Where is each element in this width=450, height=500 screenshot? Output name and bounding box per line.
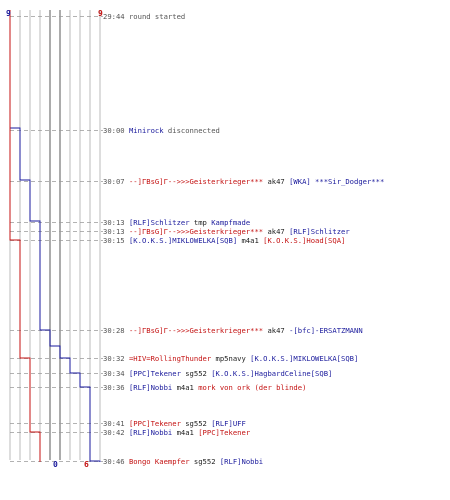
event-text: m4a1 — [172, 428, 199, 437]
red-start-count: 9 — [98, 9, 103, 18]
player-name: [RLF]Schlitzer — [289, 227, 350, 236]
player-name: [RLF]UFF — [211, 419, 246, 428]
event-time: 30:13 — [103, 227, 125, 236]
event-row: 30:32 =HIV=RollingThunder mp5navy [K.O.K… — [103, 354, 358, 364]
player-name: [RLF]Nobbi — [128, 383, 173, 392]
player-name: [K.O.K.S.]MIKLOWELKA[SQB] — [250, 354, 359, 363]
event-text: ak47 — [263, 177, 290, 186]
event-time: 30:13 — [103, 218, 125, 227]
event-row: 30:00 Minirock disconnected — [103, 126, 220, 136]
player-name: [WKA] ***Sir_Dodger*** — [289, 177, 385, 186]
event-row: 30:42 [RLF]Nobbi m4a1 [PPC]Tekener — [103, 428, 250, 438]
event-row: 29:44 round started — [103, 12, 185, 22]
player-name: -[bfc]-ERSATZMANN — [289, 326, 363, 335]
event-text: sg552 — [180, 369, 212, 378]
player-name: --]ΓBsG]Γ-->>>Geisterkrieger*** — [128, 177, 264, 186]
blue-start-count: 9 — [6, 9, 11, 18]
red-team-line — [9, 10, 41, 462]
event-time: 30:34 — [103, 369, 125, 378]
event-row: 30:41 [PPC]Tekener sg552 [RLF]UFF — [103, 419, 246, 429]
player-name: [RLF]Nobbi — [219, 457, 264, 466]
player-name: [RLF]Nobbi — [128, 428, 173, 437]
blue-team-line — [9, 10, 101, 462]
event-time: 30:42 — [103, 428, 125, 437]
event-time: 30:00 — [103, 126, 125, 135]
event-text: m4a1 — [172, 383, 199, 392]
event-time: 30:46 — [103, 457, 125, 466]
player-name: --]ΓBsG]Γ-->>>Geisterkrieger*** — [128, 326, 264, 335]
event-time: 30:41 — [103, 419, 125, 428]
event-text: ak47 — [263, 326, 290, 335]
event-row: 30:28 --]ΓBsG]Γ-->>>Geisterkrieger*** ak… — [103, 326, 363, 336]
event-text: tmp — [189, 218, 212, 227]
player-name: [PPC]Tekener — [128, 419, 181, 428]
player-name: Kampfmade — [211, 218, 251, 227]
event-row: 30:07 --]ΓBsG]Γ-->>>Geisterkrieger*** ak… — [103, 177, 384, 187]
event-time: 29:44 — [103, 12, 125, 21]
player-name: Bongo Kaempfer — [128, 457, 190, 466]
event-row: 30:15 [K.O.K.S.]MIKLOWELKA[SQB] m4a1 [K.… — [103, 236, 345, 246]
event-text: round started — [124, 12, 186, 21]
event-row: 30:34 [PPC]Tekener sg552 [K.O.K.S.]Hagba… — [103, 369, 332, 379]
player-name: --]ΓBsG]Γ-->>>Geisterkrieger*** — [128, 227, 264, 236]
red-end-count: 6 — [84, 460, 89, 469]
player-name: [PPC]Tekener — [128, 369, 181, 378]
event-row: 30:46 Bongo Kaempfer sg552 [RLF]Nobbi — [103, 457, 263, 467]
event-text: disconnected — [163, 126, 220, 135]
event-time: 30:28 — [103, 326, 125, 335]
event-text: mp5navy — [211, 354, 251, 363]
event-time: 30:07 — [103, 177, 125, 186]
event-row: 30:36 [RLF]Nobbi m4a1 mork von ork (der … — [103, 383, 306, 393]
event-text: sg552 — [189, 457, 220, 466]
event-text: ak47 — [263, 227, 290, 236]
player-name: [RLF]Schlitzer — [128, 218, 190, 227]
event-row: 30:13 [RLF]Schlitzer tmp Kampfmade — [103, 218, 250, 228]
event-row: 30:13 --]ΓBsG]Γ-->>>Geisterkrieger*** ak… — [103, 227, 350, 237]
player-name: [K.O.K.S.]MIKLOWELKA[SQB] — [128, 236, 238, 245]
player-name: mork von ork (der blinde) — [198, 383, 307, 392]
player-name: [K.O.K.S.]Hoad[SQA] — [263, 236, 346, 245]
event-text: sg552 — [180, 419, 212, 428]
event-dashed-lines — [10, 16, 103, 462]
event-time: 30:32 — [103, 354, 125, 363]
event-text: m4a1 — [237, 236, 264, 245]
blue-end-count: 0 — [53, 460, 58, 469]
vertical-grid — [9, 10, 101, 460]
player-name: [PPC]Tekener — [198, 428, 251, 437]
player-name: Minirock — [128, 126, 164, 135]
player-name: [K.O.K.S.]HagbardCeline[SQB] — [211, 369, 333, 378]
event-time: 30:36 — [103, 383, 125, 392]
event-time: 30:15 — [103, 236, 125, 245]
player-name: =HIV=RollingThunder — [128, 354, 212, 363]
